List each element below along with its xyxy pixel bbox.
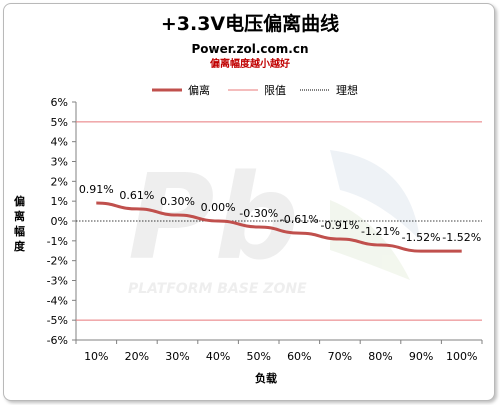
- data-label: 0.00%: [201, 201, 236, 214]
- chart-frame: [3, 3, 495, 401]
- x-tick-label: 80%: [368, 350, 392, 363]
- data-label: 0.30%: [160, 195, 195, 208]
- data-label: -1.21%: [361, 225, 400, 238]
- legend: 偏离 限值 理想: [152, 83, 358, 97]
- watermark-logo: Pb: [128, 148, 299, 286]
- chart-note: 偏离幅度越小越好: [210, 57, 290, 70]
- watermark-swoosh-green: [330, 200, 410, 280]
- y-tick-label: -5%: [47, 314, 68, 327]
- watermark: Pb PLATFORM BASE ZONE: [128, 148, 420, 297]
- y-tick-label: -3%: [47, 275, 68, 288]
- data-label: 0.91%: [79, 183, 114, 196]
- watermark-text: PLATFORM BASE ZONE: [128, 281, 307, 297]
- y-axis-title-char-2: 离: [14, 209, 25, 223]
- chart-subtitle: Power.zol.com.cn: [191, 42, 308, 56]
- y-tick-label: 0%: [51, 215, 68, 228]
- y-tick-label: 5%: [51, 116, 68, 129]
- data-label: -0.61%: [280, 213, 319, 226]
- x-tick-label: 50%: [246, 350, 270, 363]
- x-tick-label: 90%: [409, 350, 433, 363]
- legend-label-limit: 限值: [264, 84, 286, 97]
- watermark-swoosh-blue: [330, 150, 420, 240]
- data-label: -0.30%: [239, 207, 278, 220]
- y-tick-label: 1%: [51, 195, 68, 208]
- y-tick-label: 4%: [51, 136, 68, 149]
- y-tick-label: -1%: [47, 235, 68, 248]
- data-label: -0.91%: [320, 219, 359, 232]
- x-tick-label: 30%: [165, 350, 189, 363]
- x-tick-label: 10%: [84, 350, 108, 363]
- legend-label-deviation: 偏离: [188, 83, 210, 97]
- y-axis-title-char-4: 度: [14, 239, 26, 253]
- deviation-line: [96, 201, 462, 253]
- y-axis-title-char-3: 幅: [14, 224, 25, 238]
- y-tick-label: -4%: [47, 294, 68, 307]
- plot-area: 6% 5% 4% 3% 2% 1% 0% -1% -2% -3% -4% -5% -6% 10% 20% 30…: [47, 96, 483, 363]
- legend-label-ideal: 理想: [336, 83, 358, 97]
- y-tick-label: 6%: [51, 96, 68, 109]
- x-tick-label: 70%: [328, 350, 352, 363]
- x-tick-label: 20%: [125, 350, 149, 363]
- chart-title: +3.3V电压偏离曲线: [161, 12, 339, 35]
- y-tick-label: 2%: [51, 175, 68, 188]
- y-tick-label: -6%: [47, 334, 68, 347]
- x-tick-label: 100%: [446, 350, 477, 363]
- x-tick-label: 40%: [206, 350, 230, 363]
- y-tick-label: -2%: [47, 255, 68, 268]
- data-label: -1.52%: [442, 231, 481, 244]
- data-label: 0.61%: [119, 189, 154, 202]
- x-axis-title: 负载: [255, 371, 277, 385]
- x-tick-label: 60%: [287, 350, 311, 363]
- y-axis-title-char-1: 偏: [14, 194, 25, 208]
- y-axis-title: 偏 离 幅 度: [14, 194, 29, 253]
- y-tick-label: 3%: [51, 156, 68, 169]
- data-label: -1.52%: [402, 231, 441, 244]
